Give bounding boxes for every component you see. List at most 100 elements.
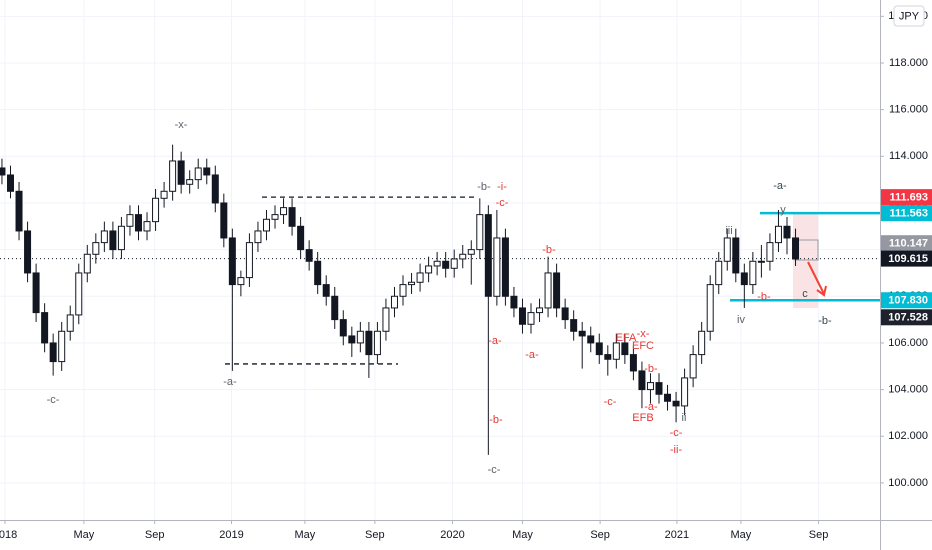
candle-body bbox=[24, 230, 32, 274]
wave-label: -ii- bbox=[670, 444, 683, 456]
candle-body bbox=[100, 230, 108, 244]
wave-label: EFC bbox=[632, 340, 654, 352]
x-tick-label: Sep bbox=[809, 529, 829, 541]
x-tick-label: May bbox=[731, 529, 752, 541]
candle-body bbox=[783, 225, 791, 239]
candle-body bbox=[245, 242, 253, 279]
candle-body bbox=[203, 167, 211, 176]
candle-body bbox=[408, 281, 416, 286]
candle-body bbox=[587, 335, 595, 344]
wave-label: -a- bbox=[644, 401, 658, 413]
price-label: 107.830 bbox=[888, 295, 928, 307]
x-tick-label: 2021 bbox=[665, 529, 689, 541]
candle-body bbox=[75, 272, 83, 316]
candle-body bbox=[774, 225, 782, 244]
candle-body bbox=[49, 342, 57, 363]
candle-body bbox=[672, 400, 680, 407]
candle-body bbox=[66, 314, 74, 332]
candle-body bbox=[262, 218, 270, 232]
candle-body bbox=[416, 272, 424, 283]
candle-body bbox=[109, 230, 117, 251]
candle-body bbox=[32, 272, 40, 314]
candle-body bbox=[211, 174, 219, 204]
y-tick-label: 100.000 bbox=[888, 477, 928, 489]
y-tick-label: 118.000 bbox=[889, 57, 928, 69]
candle-body bbox=[160, 190, 168, 199]
x-tick-label: May bbox=[73, 529, 94, 541]
wave-label: -i- bbox=[497, 181, 507, 193]
price-axis-bg bbox=[880, 0, 932, 550]
candle-body bbox=[134, 214, 142, 232]
price-label: 109.615 bbox=[888, 253, 928, 265]
candle-body bbox=[740, 272, 748, 286]
candle-body bbox=[553, 272, 561, 309]
wave-label: iii bbox=[725, 225, 732, 237]
wave-label: -a- bbox=[488, 335, 502, 347]
currency: JPY bbox=[899, 10, 920, 22]
wave-label: -c- bbox=[47, 394, 60, 406]
candle-body bbox=[706, 284, 714, 332]
candle-body bbox=[186, 179, 194, 185]
candle-body bbox=[390, 295, 398, 309]
candle-body bbox=[646, 382, 654, 391]
candle-body bbox=[305, 249, 313, 262]
candle-body bbox=[41, 312, 49, 344]
wave-label: -c- bbox=[670, 427, 683, 439]
wave-label: -b- bbox=[477, 181, 491, 193]
candle-body bbox=[732, 237, 740, 274]
candle-body bbox=[152, 197, 160, 223]
wave-label: y bbox=[780, 204, 786, 216]
candle-body bbox=[510, 295, 518, 309]
wave-label: -b- bbox=[489, 414, 503, 426]
currency-badge[interactable] bbox=[893, 5, 925, 27]
candle-body bbox=[536, 307, 544, 314]
candle-body bbox=[92, 242, 100, 255]
candle-body bbox=[442, 260, 450, 269]
y-tick-label: 106.000 bbox=[888, 337, 928, 349]
candle-body bbox=[561, 307, 569, 321]
wave-label: -a- bbox=[525, 349, 539, 361]
x-tick-label: Sep bbox=[365, 529, 385, 541]
candle-body bbox=[518, 307, 526, 325]
price-label-box bbox=[881, 292, 932, 309]
wave-label: c bbox=[802, 288, 808, 300]
candle-body bbox=[331, 295, 339, 321]
price-label-box bbox=[881, 205, 932, 222]
wave-label: EFB bbox=[632, 412, 653, 424]
wave-label: -b- bbox=[818, 315, 832, 327]
candles bbox=[0, 144, 800, 455]
wave-label: -b- bbox=[757, 291, 771, 303]
candle-body bbox=[578, 330, 586, 337]
candle-body bbox=[83, 253, 91, 274]
candle-body bbox=[348, 335, 356, 344]
candle-body bbox=[604, 354, 612, 360]
candle-body bbox=[399, 284, 407, 297]
price-label: 110.147 bbox=[889, 238, 928, 250]
candle-body bbox=[698, 330, 706, 356]
candle-body bbox=[638, 370, 646, 391]
candle-body bbox=[220, 202, 228, 239]
candle-body bbox=[356, 330, 364, 344]
candle-body bbox=[450, 258, 458, 269]
wave-label: -c- bbox=[496, 197, 509, 209]
candle-body bbox=[689, 354, 697, 379]
candle-body bbox=[681, 377, 689, 407]
candle-body bbox=[664, 393, 672, 402]
candle-body bbox=[766, 242, 774, 262]
wave-label: -c- bbox=[604, 396, 617, 408]
wave-label: -a- bbox=[223, 376, 237, 388]
y-tick-label: 114.000 bbox=[889, 150, 928, 162]
candle-body bbox=[570, 319, 578, 332]
wave-label: -b- bbox=[542, 244, 556, 256]
candle-body bbox=[237, 277, 245, 286]
candle-body bbox=[339, 319, 347, 337]
candle-body bbox=[228, 237, 236, 286]
candle-body bbox=[715, 260, 723, 286]
candle-body bbox=[169, 160, 177, 192]
wave-label: -a- bbox=[773, 180, 787, 192]
candle-body bbox=[621, 342, 629, 356]
candle-body bbox=[757, 260, 765, 263]
forecast-arrow-head bbox=[816, 285, 827, 297]
x-tick-label: 2019 bbox=[219, 529, 243, 541]
